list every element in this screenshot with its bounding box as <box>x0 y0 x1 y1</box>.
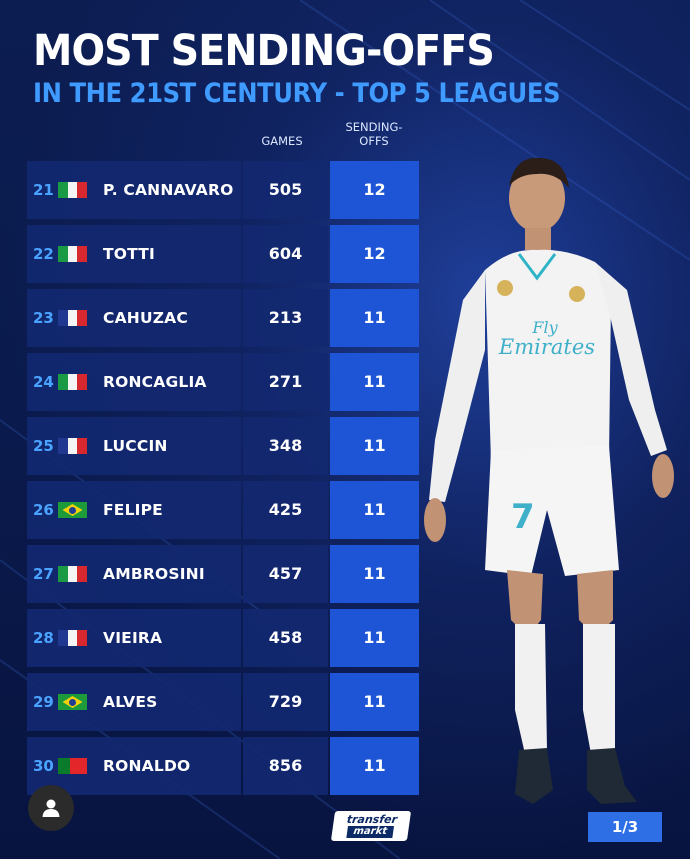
row-games-cell <box>243 609 328 667</box>
portugal-flag-icon <box>58 758 87 774</box>
row-sending-offs-cell <box>330 481 419 539</box>
row-player-name: CAHUZAC <box>103 309 188 327</box>
row-sending-offs-cell <box>330 609 419 667</box>
table-row: 30 RONALDO 856 11 <box>27 737 419 795</box>
row-rank: 30 <box>33 757 54 775</box>
transfermarkt-logo: transfer markt <box>330 811 412 841</box>
row-sending-offs-cell <box>330 289 419 347</box>
row-rank: 26 <box>33 501 54 519</box>
page-subtitle: IN THE 21ST CENTURY - TOP 5 LEAGUES <box>33 78 561 109</box>
row-sending-offs-cell <box>330 161 419 219</box>
row-sending-offs: 11 <box>363 436 386 455</box>
row-sending-offs: 11 <box>363 500 386 519</box>
row-player-name: P. CANNAVARO <box>103 181 234 199</box>
row-games-cell <box>243 161 328 219</box>
row-games-cell <box>243 289 328 347</box>
table-row: 26 FELIPE 425 11 <box>27 481 419 539</box>
user-icon <box>42 799 60 817</box>
table-row: 22 TOTTI 604 12 <box>27 225 419 283</box>
table-row: 21 P. CANNAVARO 505 12 <box>27 161 419 219</box>
row-player-name: ALVES <box>103 693 158 711</box>
france-flag-icon <box>58 438 87 454</box>
row-player-name: VIEIRA <box>103 629 163 647</box>
row-games-cell <box>243 481 328 539</box>
shorts-number: 7 <box>511 497 535 537</box>
row-sending-offs-cell <box>330 673 419 731</box>
column-header-sending-offs-line1: SENDING- <box>345 120 403 134</box>
row-player-name: RONALDO <box>103 757 191 775</box>
italy-flag-icon <box>58 182 87 198</box>
row-games-cell <box>243 737 328 795</box>
row-sending-offs-cell <box>330 353 419 411</box>
row-player-name: RONCAGLIA <box>103 373 207 391</box>
table-row: 27 AMBROSINI 457 11 <box>27 545 419 603</box>
france-flag-icon <box>58 310 87 326</box>
row-games-cell <box>243 545 328 603</box>
row-games: 348 <box>268 436 303 455</box>
logo-line2: markt <box>346 826 394 838</box>
shirt-sponsor-line2: Emirates <box>498 335 595 359</box>
row-sending-offs: 12 <box>363 180 386 199</box>
row-rank: 25 <box>33 437 54 455</box>
row-player-name: TOTTI <box>103 245 156 263</box>
page-title: MOST SENDING-OFFS <box>33 26 495 76</box>
row-sending-offs-cell <box>330 417 419 475</box>
row-sending-offs: 12 <box>363 244 386 263</box>
row-sending-offs: 11 <box>363 372 386 391</box>
page-indicator: 1/3 <box>588 812 662 842</box>
row-rank: 23 <box>33 309 54 327</box>
row-sending-offs-cell <box>330 545 419 603</box>
row-games-cell <box>243 673 328 731</box>
row-games: 856 <box>268 756 303 775</box>
row-games: 271 <box>268 372 303 391</box>
row-player-name: FELIPE <box>103 501 163 519</box>
player-illustration: Fly Emirates 7 <box>424 157 674 804</box>
row-games: 729 <box>268 692 303 711</box>
row-rank: 28 <box>33 629 54 647</box>
row-sending-offs: 11 <box>363 628 386 647</box>
italy-flag-icon <box>58 566 87 582</box>
column-header-games: GAMES <box>261 134 303 148</box>
table-row: 23 CAHUZAC 213 11 <box>27 289 419 347</box>
italy-flag-icon <box>58 374 87 390</box>
brazil-flag-icon <box>58 502 87 518</box>
row-sending-offs-cell <box>330 225 419 283</box>
table-row: 25 LUCCIN 348 11 <box>27 417 419 475</box>
user-avatar-button[interactable] <box>28 785 74 831</box>
row-sending-offs: 11 <box>363 756 386 775</box>
row-rank: 22 <box>33 245 54 263</box>
logo-line1: transfer <box>345 813 398 826</box>
row-rank: 29 <box>33 693 54 711</box>
row-games: 457 <box>268 564 303 583</box>
brazil-flag-icon <box>58 694 87 710</box>
row-rank: 21 <box>33 181 54 199</box>
row-games: 213 <box>268 308 303 327</box>
row-rank: 27 <box>33 565 54 583</box>
row-player-name: LUCCIN <box>103 437 168 455</box>
row-rank: 24 <box>33 373 54 391</box>
table-row: 24 RONCAGLIA 271 11 <box>27 353 419 411</box>
row-sending-offs-cell <box>330 737 419 795</box>
table-row: 28 VIEIRA 458 11 <box>27 609 419 667</box>
column-header-sending-offs-line2: OFFS <box>359 134 389 148</box>
row-games-cell <box>243 353 328 411</box>
row-games: 425 <box>268 500 303 519</box>
table-row: 29 ALVES 729 11 <box>27 673 419 731</box>
france-flag-icon <box>58 630 87 646</box>
row-games: 458 <box>268 628 303 647</box>
row-sending-offs: 11 <box>363 692 386 711</box>
row-games: 604 <box>268 244 303 263</box>
row-games: 505 <box>268 180 303 199</box>
row-player-name: AMBROSINI <box>103 565 205 583</box>
shirt-sponsor-line1: Fly <box>531 318 558 337</box>
italy-flag-icon <box>58 246 87 262</box>
column-header-sending-offs: SENDING- OFFS <box>334 120 414 148</box>
ranking-table: 21 P. CANNAVARO 505 12 22 TOTTI 604 12 23 CAHUZAC… <box>27 161 419 801</box>
row-sending-offs: 11 <box>363 308 386 327</box>
row-games-cell <box>243 417 328 475</box>
row-sending-offs: 11 <box>363 564 386 583</box>
row-games-cell <box>243 225 328 283</box>
